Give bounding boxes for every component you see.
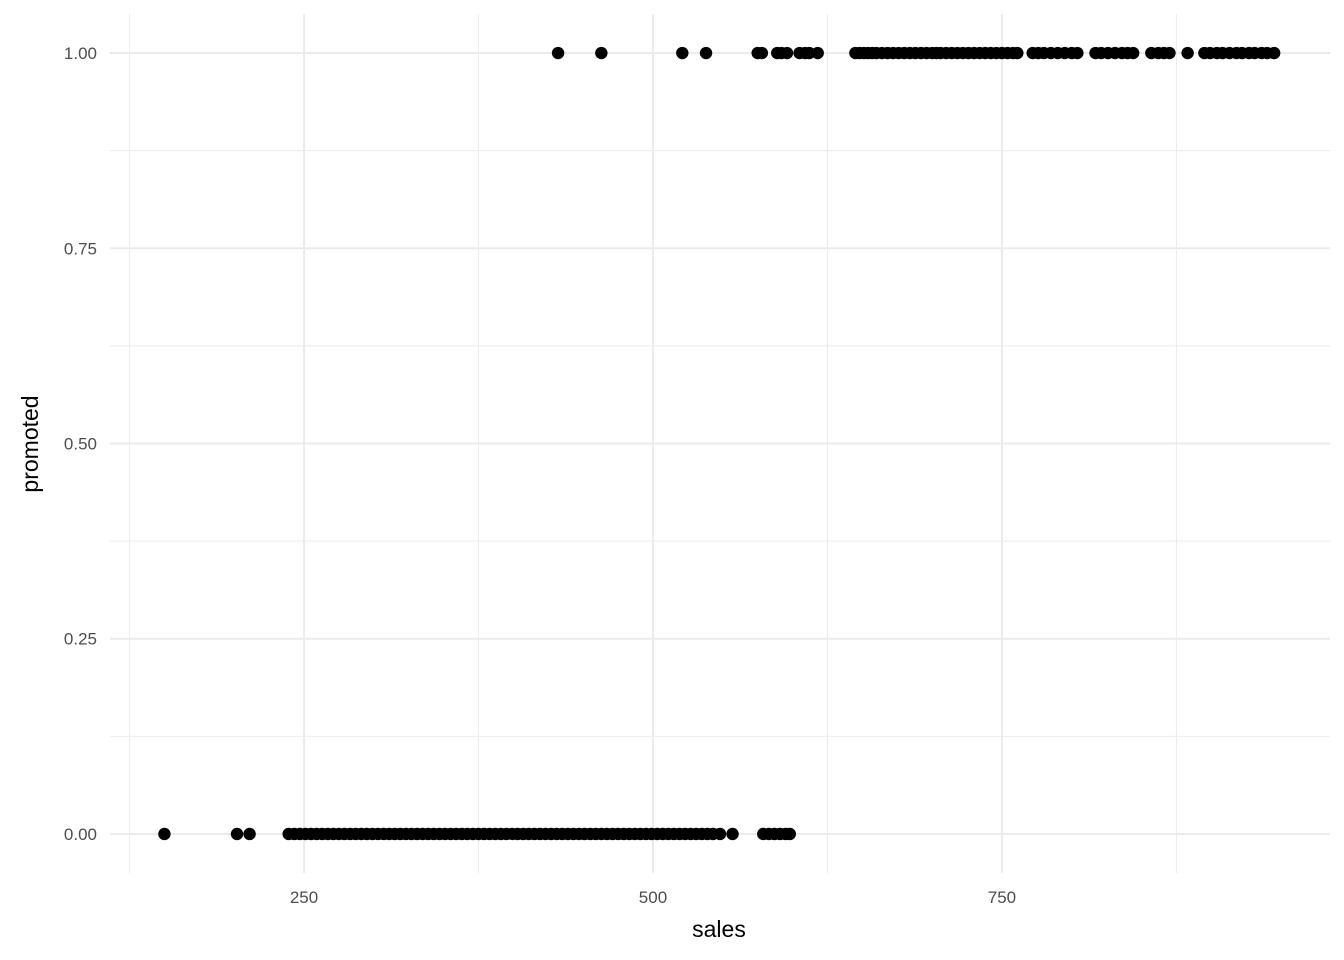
data-point — [780, 46, 794, 60]
x-tick-label: 250 — [290, 888, 318, 907]
data-point — [243, 827, 256, 841]
data-point — [1163, 46, 1176, 60]
y-tick-label: 1.00 — [64, 44, 97, 63]
points — [158, 46, 1281, 841]
data-point — [595, 46, 608, 60]
y-tick-label: 0.25 — [64, 630, 97, 649]
x-tick-label: 500 — [639, 888, 667, 907]
data-point — [1267, 46, 1281, 60]
data-point — [1071, 46, 1084, 60]
data-point — [1011, 46, 1024, 60]
data-point — [230, 827, 244, 841]
x-axis-ticks: 250 500 750 — [290, 888, 1016, 907]
data-point — [726, 827, 739, 841]
grid — [110, 14, 1330, 873]
x-tick-label: 750 — [988, 888, 1016, 907]
data-point — [783, 827, 796, 841]
y-tick-label: 0.50 — [64, 435, 97, 454]
data-point — [755, 46, 769, 60]
data-point — [551, 46, 565, 60]
data-point — [713, 827, 727, 841]
data-point — [1126, 46, 1140, 60]
data-point — [811, 46, 824, 60]
y-tick-label: 0.75 — [64, 239, 97, 258]
data-point — [1181, 46, 1194, 60]
data-point — [699, 46, 713, 60]
y-axis-title: promoted — [17, 395, 43, 492]
x-axis-title: sales — [692, 916, 746, 942]
y-axis-ticks: 0.00 0.25 0.50 0.75 1.00 — [64, 44, 97, 844]
data-point — [158, 827, 171, 841]
y-tick-label: 0.00 — [64, 825, 97, 844]
data-point — [676, 46, 689, 60]
